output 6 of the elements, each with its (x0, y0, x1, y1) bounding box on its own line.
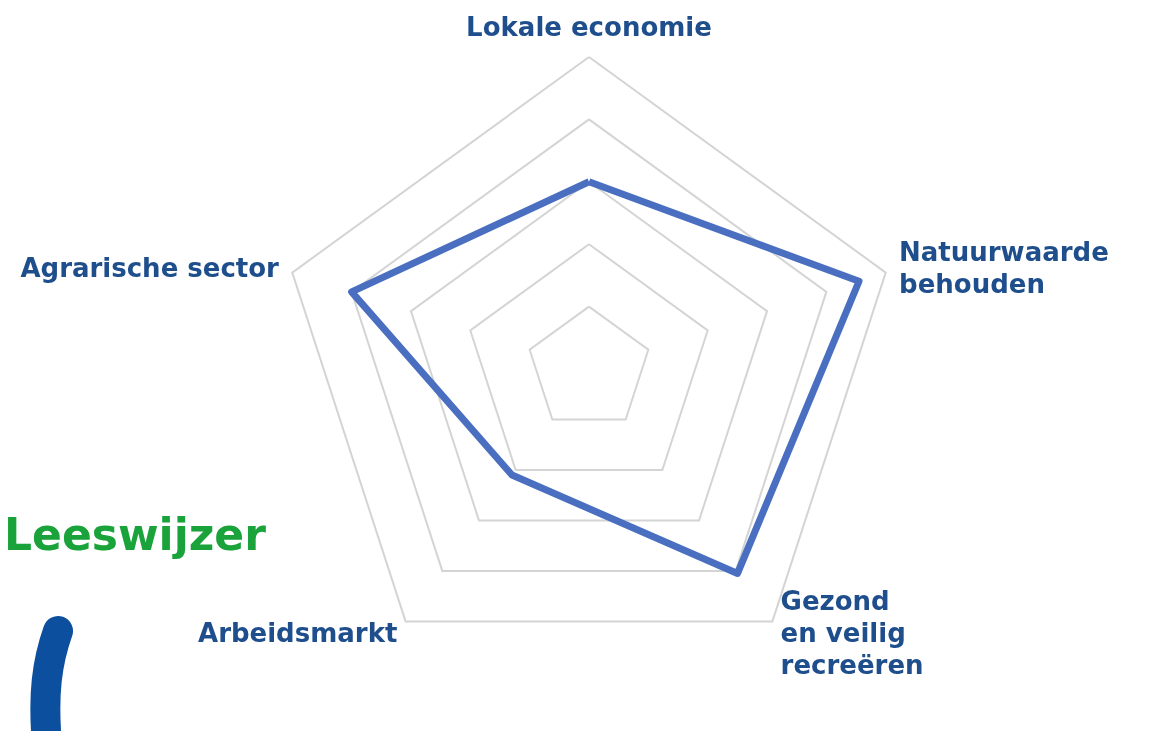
spoke-label: Arbeidsmarkt (198, 617, 398, 648)
spoke-label: Lokale economie (466, 12, 712, 42)
spoke-label: Agrarische sector (20, 253, 280, 284)
text: Leeswijzer (4, 508, 267, 560)
spoke-label: Natuurwaarde behouden (899, 237, 1109, 300)
spoke-label: Gezond en veilig recreëren (780, 585, 924, 680)
